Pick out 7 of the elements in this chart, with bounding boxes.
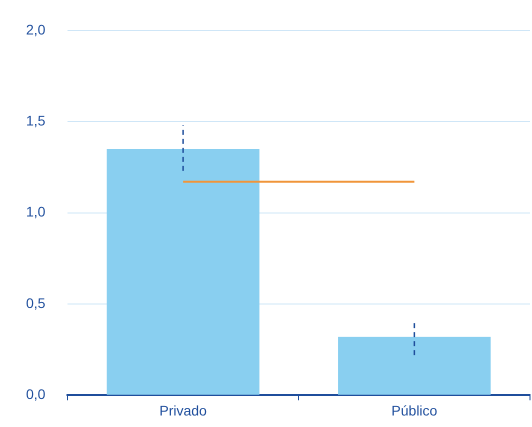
y-tick-label: 0,5 <box>26 294 46 311</box>
x-tick-label: Privado <box>159 402 208 418</box>
y-tick-label: 0,0 <box>26 386 46 402</box>
y-tick-label: 1,5 <box>26 112 46 128</box>
x-tick-label: Público <box>391 402 438 418</box>
y-tick-label: 2,0 <box>26 21 46 38</box>
y-tick-label: 1,0 <box>26 204 46 220</box>
